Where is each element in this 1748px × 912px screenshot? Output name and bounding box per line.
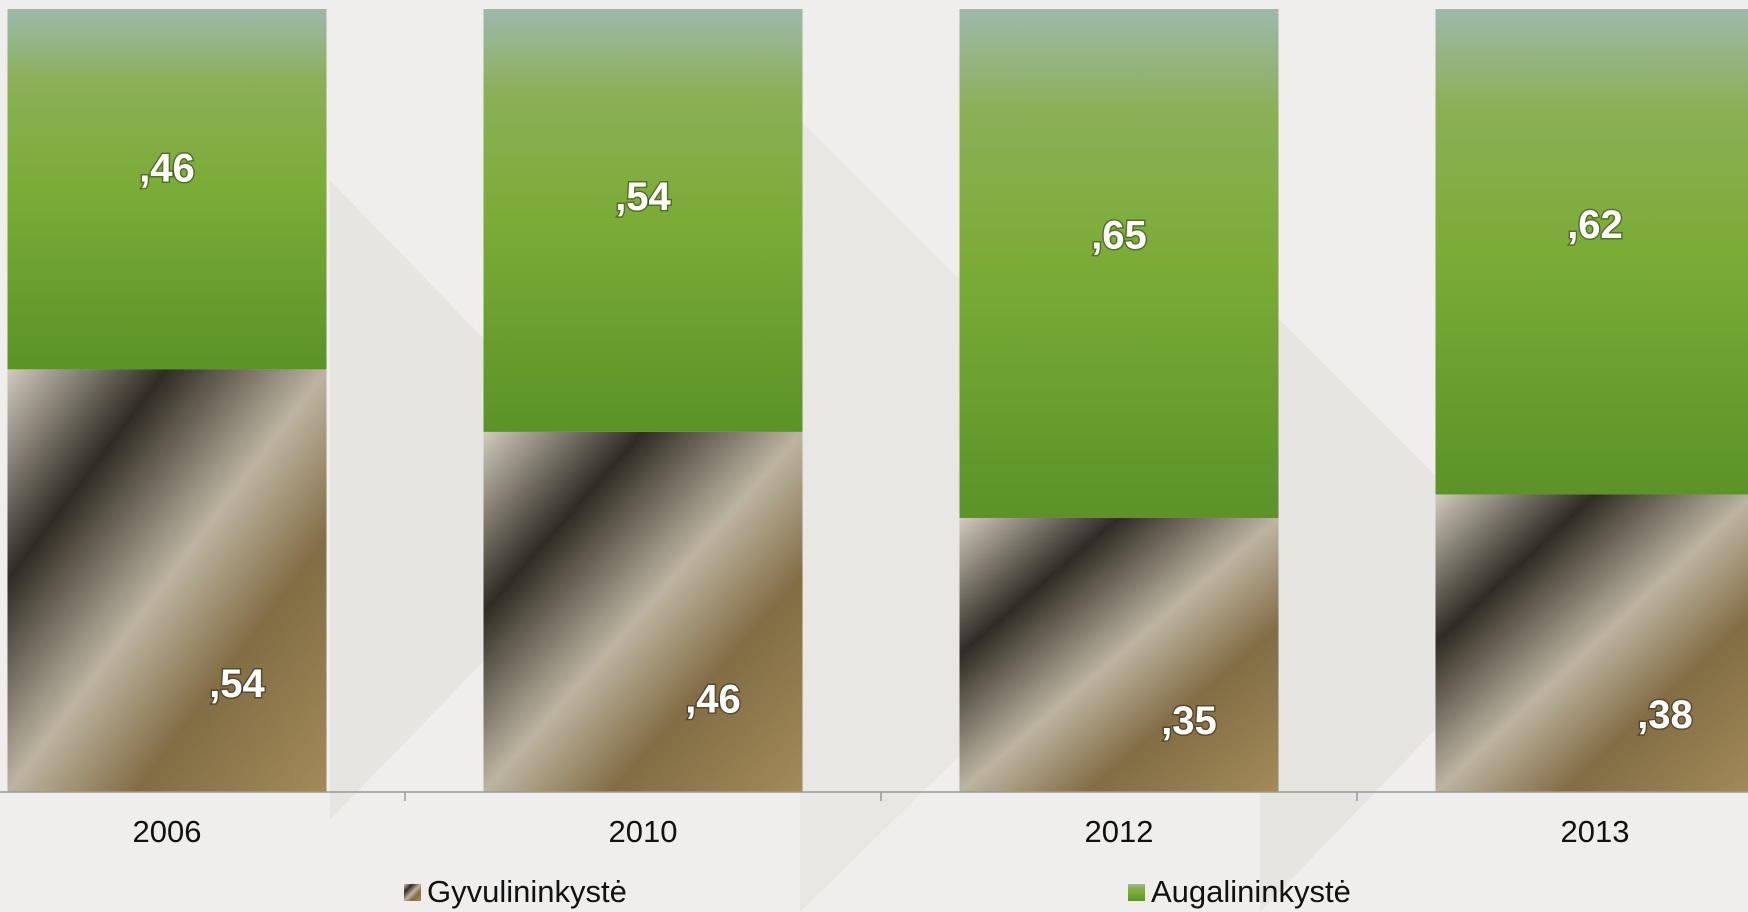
value-label: ,46 — [685, 678, 741, 722]
x-tick-label: 2012 — [1085, 814, 1154, 849]
x-tick-label: 2006 — [133, 814, 202, 849]
value-label: ,38 — [1637, 693, 1693, 737]
bar-texture — [7, 9, 327, 370]
value-label: ,54 — [615, 175, 671, 219]
bar-texture — [483, 9, 803, 432]
legend-label: Augalininkystė — [1151, 874, 1351, 909]
legend-swatch-texture — [404, 884, 421, 901]
bar-texture — [7, 369, 327, 792]
legend-label: Gyvulininkystė — [427, 874, 627, 909]
legend-swatch-texture — [1128, 884, 1145, 901]
value-label: ,46 — [139, 147, 195, 191]
bar-texture — [1435, 494, 1748, 792]
value-label: ,54 — [209, 662, 265, 706]
bar-texture — [1435, 9, 1748, 495]
x-tick-label: 2013 — [1561, 814, 1630, 849]
x-tick-label: 2010 — [609, 814, 678, 849]
value-label: ,65 — [1091, 214, 1147, 258]
bar-texture — [483, 431, 803, 792]
value-label: ,62 — [1567, 203, 1623, 247]
value-label: ,35 — [1161, 699, 1217, 743]
bg-shape — [1260, 300, 1560, 912]
bar-texture — [959, 517, 1279, 792]
bar-texture — [959, 9, 1279, 518]
